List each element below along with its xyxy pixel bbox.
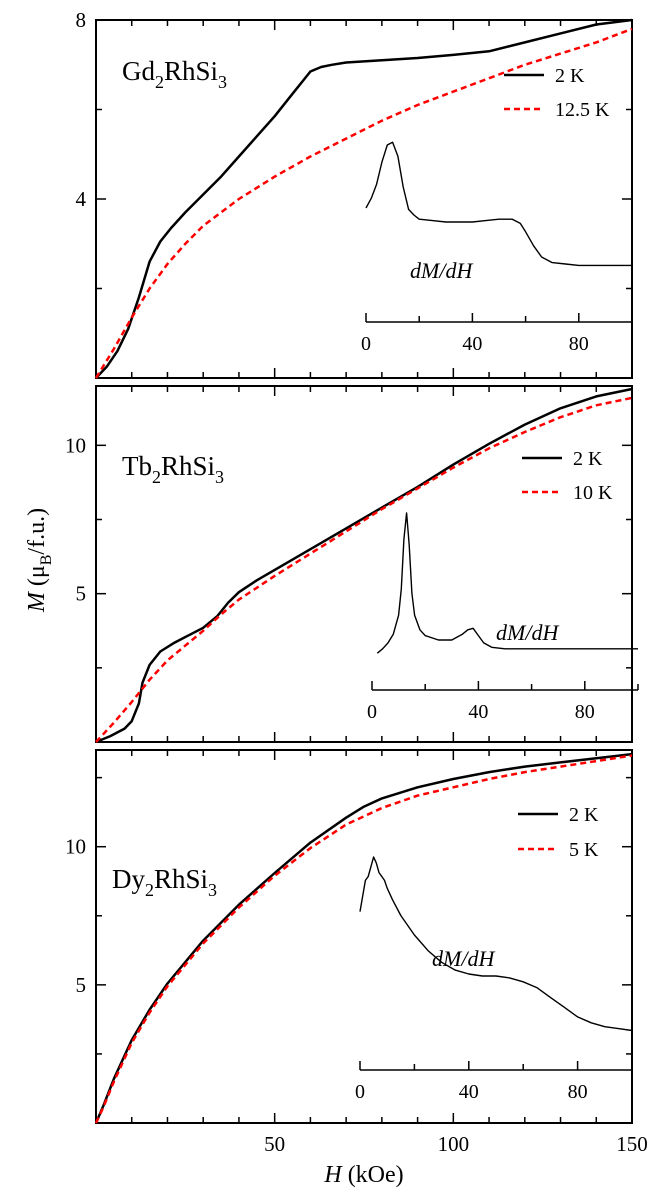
inset-x-tick-label: 40 [468, 701, 488, 723]
inset-x-tick-label: 40 [459, 1081, 479, 1103]
panel-tb2rhsi3: 5 10 Tb2RhSi3 2 K 10 K 0 40 80 dM/dH [65, 385, 639, 744]
series-line-5-k [94, 754, 633, 1124]
panel-frame [95, 385, 633, 743]
legend: 2 K 10 K [522, 448, 613, 504]
axis-ticks: 50 100 150 5 10 [65, 750, 648, 1156]
legend-label-10k: 10 K [573, 482, 613, 504]
inset-dmdh-line [359, 856, 633, 1032]
legend-label-2k: 2 K [573, 448, 603, 470]
inset-label: dM/dH [410, 258, 473, 283]
y-tick-label: 8 [76, 8, 87, 32]
y-tick-label: 4 [76, 187, 87, 211]
main-curves [94, 752, 633, 1124]
series-line-2-k [95, 18, 633, 379]
panel-gd2rhsi3: 48 Gd2RhSi3 2 K 12.5 K 0 40 80 dM/dH [76, 8, 633, 379]
axis-ticks: 5 10 [65, 386, 632, 742]
y-tick-label: 10 [65, 433, 86, 457]
series-line-12-5-k [94, 27, 633, 379]
inset-dmdh-line [365, 141, 632, 267]
x-axis-title: H (kOe) [323, 1162, 403, 1188]
inset-x-tick-label: 80 [575, 701, 595, 723]
panel-frame [95, 749, 633, 1124]
material-label: Gd2RhSi3 [122, 56, 227, 92]
legend: 2 K 12.5 K [504, 65, 610, 121]
inset-x-tick-label: 80 [568, 1081, 588, 1103]
inset-dmdh-line [376, 512, 638, 654]
axis-ticks: 48 [76, 8, 632, 378]
legend: 2 K 5 K [518, 804, 599, 861]
y-tick-label: 5 [76, 582, 87, 606]
y-tick-label: 10 [65, 835, 86, 859]
x-tick-label: 50 [264, 1132, 285, 1156]
inset-dmdh: 0 40 80 [367, 512, 639, 723]
legend-label-5k: 5 K [569, 839, 599, 861]
y-tick-label: 5 [76, 973, 87, 997]
series-line-2-k [95, 387, 633, 744]
inset-label: dM/dH [432, 946, 495, 971]
legend-label-12-5k: 12.5 K [555, 99, 610, 121]
inset-x-tick-label: 0 [367, 701, 377, 723]
inset-x-tick-label: 0 [361, 333, 371, 355]
main-curves [95, 387, 633, 744]
legend-label-2k: 2 K [555, 65, 585, 87]
inset-x-tick-label: 0 [355, 1081, 365, 1103]
material-label: Tb2RhSi3 [122, 451, 224, 487]
x-tick-label: 150 [616, 1132, 648, 1156]
inset-x-tick-label: 40 [462, 333, 482, 355]
material-label: Dy2RhSi3 [112, 864, 217, 900]
x-tick-label: 100 [438, 1132, 470, 1156]
inset-dmdh: 0 40 80 [361, 141, 633, 355]
series-line-2-k [94, 752, 633, 1124]
legend-label-2k: 2 K [569, 804, 599, 826]
inset-dmdh: 0 40 80 [355, 856, 633, 1103]
inset-label: dM/dH [496, 620, 559, 645]
inset-x-tick-label: 80 [569, 333, 589, 355]
y-axis-title: M (μB/f.u.) [24, 508, 55, 613]
main-curves [94, 18, 633, 379]
panel-dy2rhsi3: 50 100 150 5 10 Dy2RhSi3 2 K 5 K 0 40 80 dM/dH [65, 749, 648, 1156]
